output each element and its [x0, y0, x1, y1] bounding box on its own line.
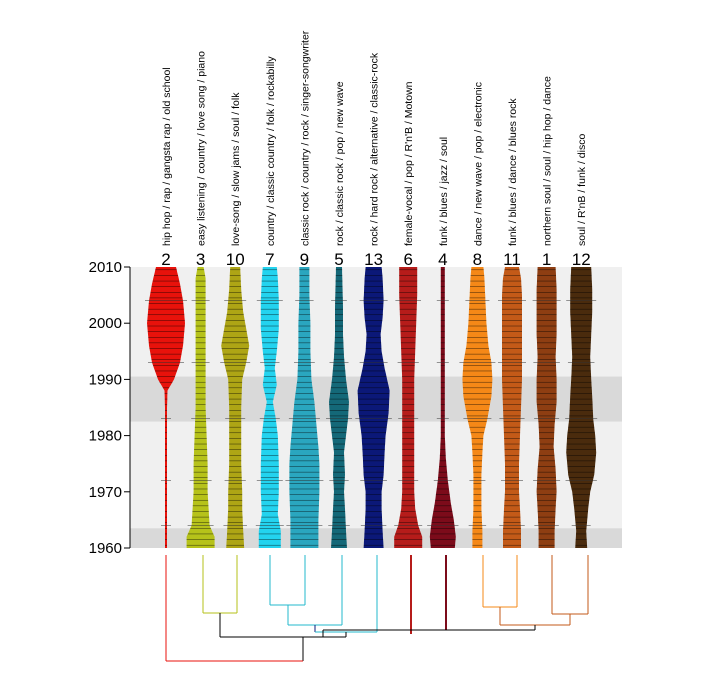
violin-2 [145, 267, 187, 548]
cluster-number: 7 [265, 250, 274, 269]
violin-7 [255, 267, 284, 548]
cluster-tags: hip hop / rap / gangsta rap / old school [161, 67, 173, 246]
cluster-number: 11 [503, 250, 521, 269]
cluster-tags: dance / new wave / pop / electronic [472, 82, 484, 246]
y-tick-label: 1970 [89, 484, 122, 501]
cluster-tags: soul / R'nB / funk / disco [576, 134, 588, 246]
y-tick-label: 1980 [89, 428, 122, 445]
y-tick-label: 1990 [89, 371, 122, 388]
cluster-number: 4 [438, 250, 447, 269]
violin-5 [326, 267, 352, 548]
cluster-tags: northern soul / soul / hip hop / dance [542, 76, 554, 246]
cluster-number: 6 [403, 250, 412, 269]
violin-3 [186, 267, 215, 548]
cluster-number: 1 [542, 250, 551, 269]
violin-9 [285, 267, 324, 548]
cluster-tags: rock / hard rock / alternative / classic… [369, 52, 381, 246]
cluster-number: 2 [161, 250, 170, 269]
cluster-number: 3 [196, 250, 205, 269]
violin-6 [394, 267, 423, 548]
cluster-number: 12 [572, 250, 591, 269]
cluster-number: 9 [300, 250, 309, 269]
cluster-labels: 2 hip hop / rap / gangsta rap / old schoo… [161, 30, 591, 269]
cluster-tags: love-song / slow jams / soul / folk [230, 92, 242, 246]
cluster-number: 10 [226, 250, 245, 269]
cluster-tags: rock / classic rock / pop / new wave [334, 81, 346, 246]
violin-8 [459, 267, 496, 548]
violin-11 [498, 267, 526, 548]
dendrogram [165, 555, 589, 662]
cluster-tags: classic rock / country / rock / singer-s… [299, 30, 311, 246]
cluster-tags: country / classic country / folk / rocka… [265, 56, 277, 246]
cluster-tags: female-vocal / pop / R'n'B / Motown [403, 81, 415, 246]
cluster-tags: easy listening / country / love song / p… [196, 51, 208, 246]
violin-1 [532, 267, 561, 548]
y-tick-label: 2010 [89, 259, 122, 276]
cluster-number: 13 [364, 250, 383, 269]
cluster-number: 5 [334, 250, 343, 269]
violin-10 [220, 267, 251, 548]
violins [145, 267, 598, 548]
violin-12 [565, 267, 598, 548]
violin-shape [429, 267, 456, 548]
cluster-number: 8 [473, 250, 482, 269]
violin-4 [427, 267, 459, 548]
year-axis: 1960 1970 1980 1990 2000 2010 [89, 259, 131, 557]
y-tick-label: 2000 [89, 315, 122, 332]
violin-13 [355, 267, 392, 548]
cluster-tags: funk / blues / dance / blues rock [507, 98, 519, 246]
y-tick-label: 1960 [89, 540, 122, 557]
cluster-tags: funk / blues / jazz / soul [438, 137, 450, 246]
